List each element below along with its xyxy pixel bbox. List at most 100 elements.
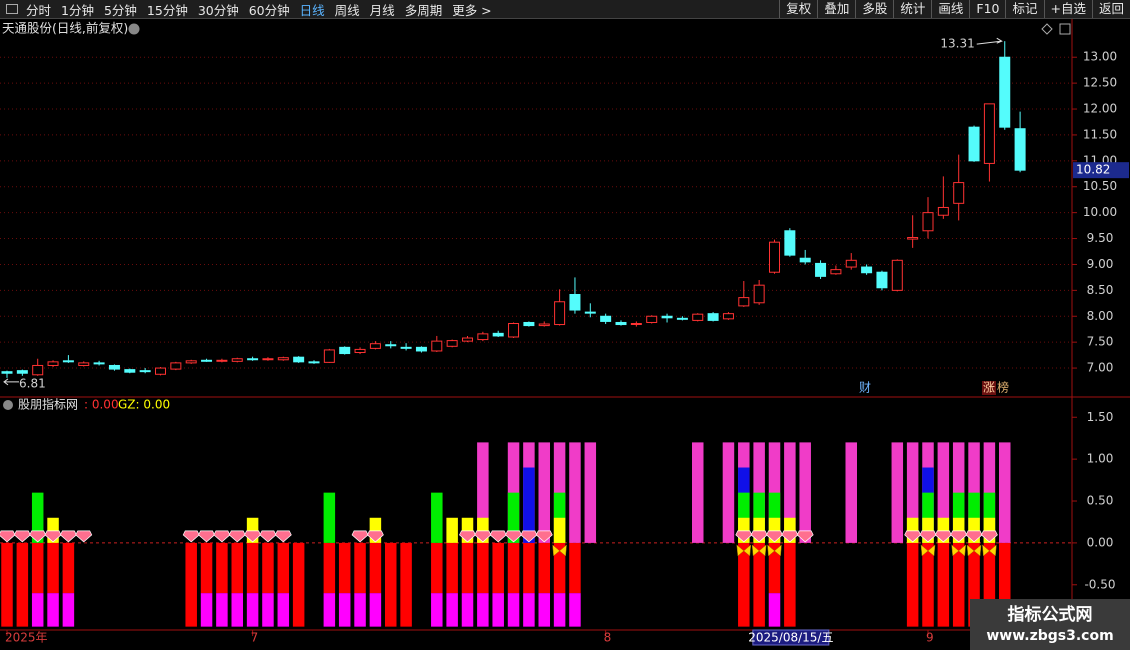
- watermark-title: 指标公式网: [1008, 604, 1093, 625]
- candle-body: [1, 371, 13, 374]
- indicator-bar: [492, 593, 504, 627]
- y-tick-label: 0.00: [1087, 535, 1114, 549]
- y-tick-label: 0.50: [1087, 494, 1114, 508]
- indicator-bar: [845, 442, 857, 543]
- period-button[interactable]: 60分钟: [248, 2, 290, 18]
- menu-icon[interactable]: [3, 400, 13, 410]
- tool-button[interactable]: 返回: [1091, 0, 1130, 18]
- y-tick-label: 12.50: [1083, 76, 1117, 90]
- indicator-bar: [431, 492, 443, 543]
- tool-button[interactable]: 画线: [931, 0, 969, 18]
- candle-body: [753, 284, 765, 304]
- tool-button[interactable]: 标记: [1005, 0, 1043, 18]
- diamond-signal: [244, 530, 262, 543]
- tool-button[interactable]: 叠加: [817, 0, 855, 18]
- butterfly-signal: [751, 544, 767, 557]
- period-button[interactable]: 月线: [369, 2, 395, 18]
- period-button[interactable]: 5分钟: [103, 2, 137, 18]
- period-button[interactable]: 30分钟: [197, 2, 239, 18]
- candle-body: [16, 370, 28, 374]
- indicator-bar: [354, 593, 366, 627]
- indicator-bar: [523, 542, 535, 594]
- indicator-bar: [784, 442, 796, 543]
- diamond-signal: [489, 530, 507, 543]
- indicator-bar: [369, 593, 382, 627]
- y-tick-label: 12.00: [1083, 102, 1117, 116]
- diamond-signal: [0, 530, 16, 543]
- tool-button[interactable]: 多股: [855, 0, 893, 18]
- diamond-signal: [965, 530, 983, 543]
- menu-icon[interactable]: [128, 23, 140, 35]
- indicator-bar: [952, 517, 965, 543]
- diamond-signal: [259, 530, 277, 543]
- annotation: 榜: [997, 380, 1009, 395]
- indicator-bar: [477, 593, 489, 627]
- period-button[interactable]: 多周期: [404, 2, 443, 18]
- tool-button[interactable]: F10: [969, 0, 1005, 18]
- indicator-bar: [553, 593, 566, 627]
- indicator-bar: [262, 542, 274, 594]
- indicator-bar: [338, 593, 351, 627]
- diamond-signal: [781, 530, 799, 543]
- indicator-bar: [461, 593, 474, 627]
- indicator-bar: [262, 593, 274, 627]
- candle-body: [108, 364, 120, 370]
- indicator-bar: [922, 517, 934, 543]
- indicator-bar: [891, 442, 904, 543]
- cursor-date-box: [752, 629, 830, 646]
- diamond-signal: [213, 530, 231, 543]
- candle-body: [707, 313, 719, 321]
- period-button[interactable]: 周线: [334, 2, 360, 18]
- candle-body: [477, 333, 489, 341]
- indicator-bar: [31, 593, 44, 627]
- indicator-bar: [738, 542, 750, 627]
- indicator-bar: [200, 542, 213, 594]
- indicator-bar: [738, 517, 750, 543]
- period-button[interactable]: 更多 >: [452, 2, 492, 18]
- y-tick-label: 10.00: [1083, 205, 1117, 219]
- tool-button[interactable]: +自选: [1043, 0, 1092, 18]
- candle-body: [323, 349, 335, 363]
- diamond-signal: [535, 530, 553, 543]
- candle-body: [922, 212, 934, 232]
- indicator-bar: [431, 593, 443, 627]
- diamond-signal: [198, 530, 215, 543]
- indicator-bar: [446, 542, 458, 594]
- cursor-date: 2025/08/15/五: [748, 631, 833, 645]
- butterfly-signal: [736, 544, 752, 557]
- indicator-bar: [477, 517, 489, 543]
- diamond-signal: [351, 530, 369, 543]
- indicator-bar: [768, 517, 781, 543]
- y-tick-label: 13.00: [1083, 50, 1117, 64]
- toolbar-icon[interactable]: [6, 4, 18, 14]
- indicator-bar: [569, 593, 581, 627]
- y-tick-label: 1.50: [1087, 410, 1114, 424]
- period-button[interactable]: 15分钟: [146, 2, 188, 18]
- indicator-bar: [477, 542, 489, 594]
- window-icon[interactable]: [1059, 23, 1071, 35]
- indicator-bar: [999, 542, 1011, 627]
- watermark: 指标公式网 www.zbgs3.com: [970, 599, 1130, 650]
- diamond-icon[interactable]: [1041, 23, 1053, 35]
- candle-body: [538, 323, 550, 327]
- tool-button[interactable]: 复权: [779, 0, 817, 18]
- indicator-bar: [16, 542, 29, 627]
- candle-body: [369, 343, 381, 349]
- annotation: 涨: [983, 380, 995, 395]
- indicator-bar: [185, 542, 197, 627]
- period-button[interactable]: 分时: [26, 2, 52, 18]
- indicator-bar: [784, 517, 796, 543]
- indicator-bar: [784, 542, 796, 627]
- indicator-bar: [906, 542, 919, 627]
- last-price-label: 10.82: [1076, 163, 1110, 177]
- tool-button[interactable]: 统计: [893, 0, 931, 18]
- y-tick-label: 9.50: [1087, 231, 1114, 245]
- diamond-signal: [366, 530, 384, 543]
- period-button[interactable]: 1分钟: [61, 2, 94, 18]
- indicator-bar: [968, 542, 980, 627]
- period-button[interactable]: 日线: [299, 2, 325, 18]
- candle-body: [953, 182, 965, 204]
- candle-body: [308, 361, 320, 364]
- x-tick-label: 7: [251, 631, 259, 645]
- indicator-bar: [983, 542, 996, 627]
